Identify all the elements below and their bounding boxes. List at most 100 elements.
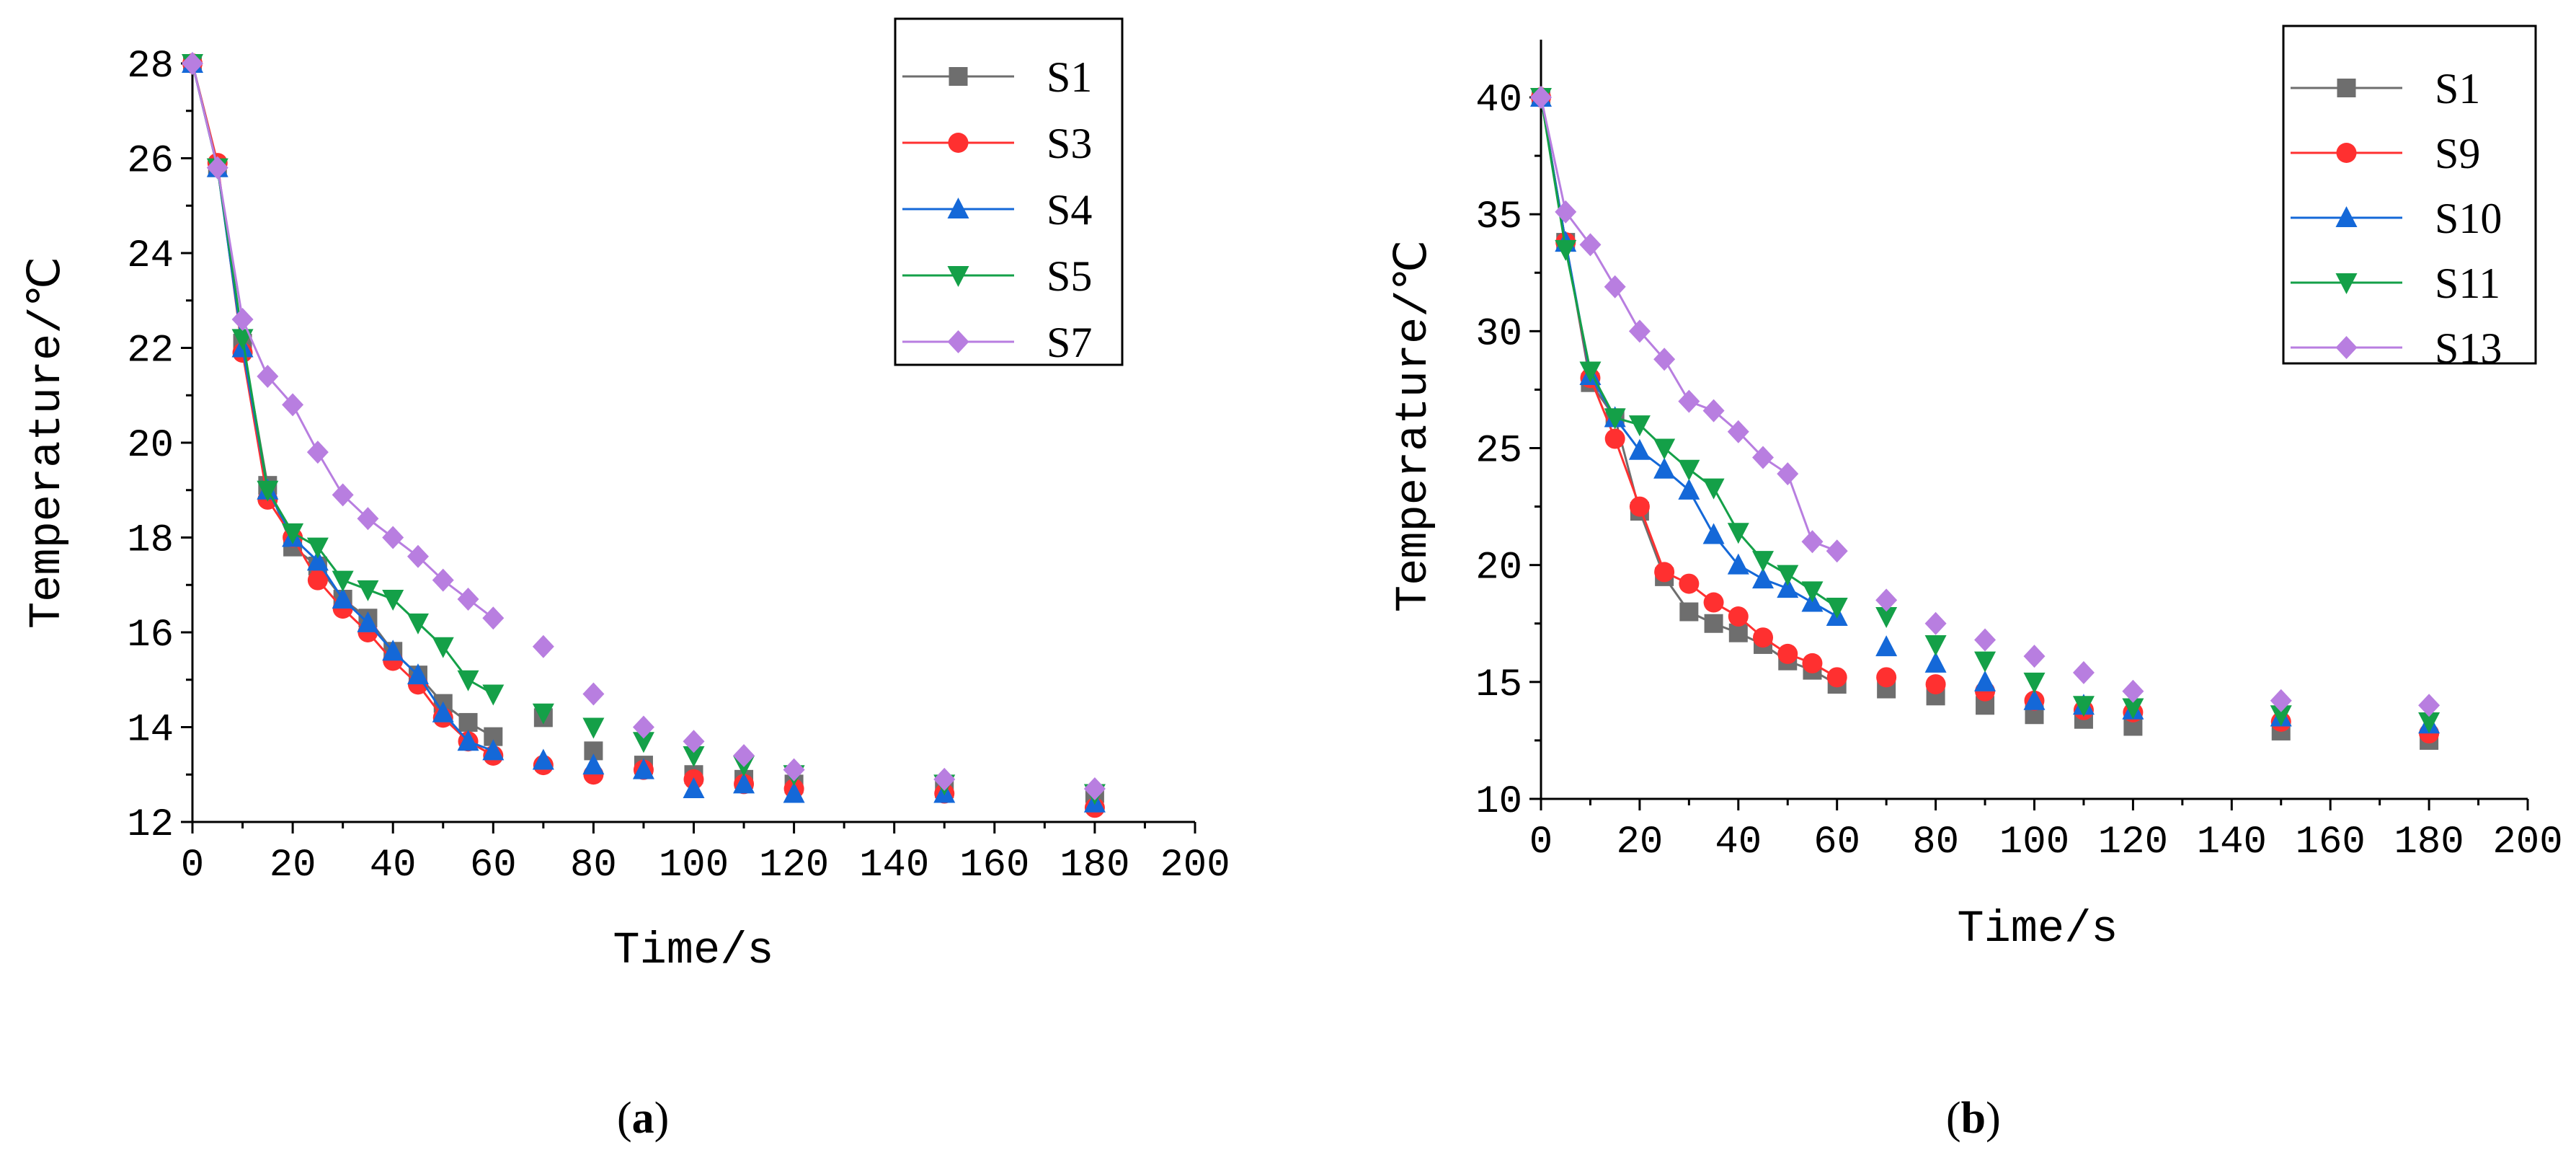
- data-point-S4: [783, 782, 805, 803]
- panel-label: (a): [617, 1094, 669, 1143]
- data-point-S4: [482, 739, 505, 761]
- data-point-S13: [2270, 689, 2292, 712]
- x-tick-label: 180: [2394, 821, 2464, 864]
- y-tick-label: 40: [1475, 79, 1522, 123]
- data-point-S13: [1628, 319, 1651, 343]
- data-point-S9: [1925, 674, 1946, 695]
- data-point-S13: [1777, 462, 1799, 486]
- data-point-S7: [482, 606, 505, 630]
- data-point-S11: [2072, 696, 2095, 717]
- data-point-S10: [1974, 670, 1997, 691]
- data-point-S5: [457, 670, 479, 691]
- data-point-S13: [1924, 611, 1947, 635]
- data-point-S13: [1801, 530, 1824, 554]
- data-point-S7: [382, 526, 404, 549]
- panel-a: 0 20 40 60 80 100 120 140 160 180 200 12 14 16 18 20 22 2…: [22, 17, 1230, 1143]
- x-tick-label: 140: [2197, 821, 2267, 864]
- data-point-S5: [257, 480, 279, 502]
- data-point-S10: [1924, 651, 1947, 673]
- data-point-S11: [2023, 672, 2046, 694]
- data-point-S13: [1727, 420, 1749, 443]
- data-point-S7: [733, 743, 755, 767]
- data-point-S7: [432, 568, 454, 592]
- legend-box: [2282, 25, 2537, 365]
- data-point-S4: [632, 758, 654, 779]
- x-tick-label: 140: [859, 844, 929, 888]
- legend-marker-S3: [948, 133, 969, 153]
- data-point-S4: [382, 640, 404, 661]
- data-point-S5: [407, 613, 429, 634]
- data-point-S9: [1604, 428, 1625, 449]
- data-point-S7: [683, 730, 705, 753]
- data-point-S11: [1974, 651, 1997, 673]
- data-point-S10: [1875, 635, 1898, 657]
- data-point-S7: [257, 364, 279, 388]
- data-point-S11: [1826, 598, 1848, 619]
- data-point-S10: [1752, 567, 1775, 589]
- data-point-S9: [1753, 627, 1774, 648]
- data-point-S7: [457, 587, 479, 611]
- data-point-S13: [1826, 539, 1848, 563]
- data-point-S13: [1604, 275, 1626, 299]
- x-tick-label: 0: [181, 844, 204, 888]
- data-point-S10: [1653, 457, 1676, 479]
- y-tick-label: 22: [127, 330, 174, 373]
- data-point-S11: [2122, 698, 2144, 720]
- legend-marker-S13: [2335, 336, 2358, 359]
- data-point-S13: [1579, 233, 1602, 257]
- x-tick-label: 80: [570, 844, 617, 888]
- data-point-S4: [733, 772, 755, 794]
- data-point-S11: [1801, 581, 1824, 603]
- panel-b: 0 20 40 60 80 100 120 140 160 180 200 10 15 20 25 30 35 4…: [1388, 25, 2563, 1143]
- data-point-S13: [2418, 694, 2440, 717]
- legend-label-S1: S1: [2435, 65, 2480, 112]
- x-tick-label: 100: [659, 844, 729, 888]
- x-tick-label: 100: [1999, 821, 2069, 864]
- data-point-S4: [332, 587, 354, 609]
- y-tick-label: 12: [127, 803, 174, 847]
- y-tick-label: 16: [127, 614, 174, 658]
- x-axis-title: Time/s: [613, 925, 773, 976]
- data-point-S5: [357, 580, 379, 601]
- data-point-S13: [2023, 645, 2046, 668]
- data-point-S10: [2023, 689, 2046, 710]
- legend: S1 S3 S4 S5 S7: [894, 17, 1124, 366]
- data-point-S9: [1728, 606, 1749, 627]
- data-point-S4: [432, 701, 454, 722]
- data-point-S3: [307, 570, 328, 591]
- data-point-S13: [1752, 446, 1775, 469]
- data-point-S4: [582, 753, 605, 775]
- data-point-S11: [1653, 438, 1676, 460]
- legend-marker-S10: [2335, 206, 2358, 227]
- data-point-S9: [1654, 562, 1675, 583]
- data-point-S7: [206, 156, 228, 180]
- x-tick-label: 180: [1060, 844, 1129, 888]
- data-point-S4: [357, 611, 379, 632]
- series-S13: [1530, 86, 2440, 717]
- x-tick-label: 200: [1160, 844, 1230, 888]
- data-point-S5: [332, 570, 354, 592]
- x-tick-label: 40: [1715, 821, 1762, 864]
- data-point-S11: [1702, 478, 1725, 500]
- x-tick-label: 120: [759, 844, 829, 888]
- data-point-S5: [306, 537, 329, 559]
- data-point-S9: [1629, 496, 1650, 517]
- data-point-S11: [1604, 408, 1626, 430]
- data-point-S10: [1777, 577, 1799, 598]
- x-axis-title: Time/s: [1957, 903, 2118, 955]
- y-tick-label: 15: [1475, 663, 1522, 707]
- data-point-S5: [683, 746, 705, 767]
- data-point-S11: [1678, 459, 1700, 481]
- x-tick-label: 60: [470, 844, 517, 888]
- x-tick-label: 80: [1912, 821, 1959, 864]
- data-point-S9: [1777, 643, 1798, 664]
- data-point-S7: [582, 682, 605, 706]
- data-point-S11: [1579, 361, 1602, 383]
- data-point-S5: [582, 717, 605, 739]
- data-point-S11: [1875, 607, 1898, 629]
- data-point-S13: [1974, 628, 1997, 652]
- legend-label-S11: S11: [2435, 260, 2500, 307]
- x-tick-label: 0: [1529, 821, 1553, 864]
- data-point-S13: [2122, 679, 2144, 703]
